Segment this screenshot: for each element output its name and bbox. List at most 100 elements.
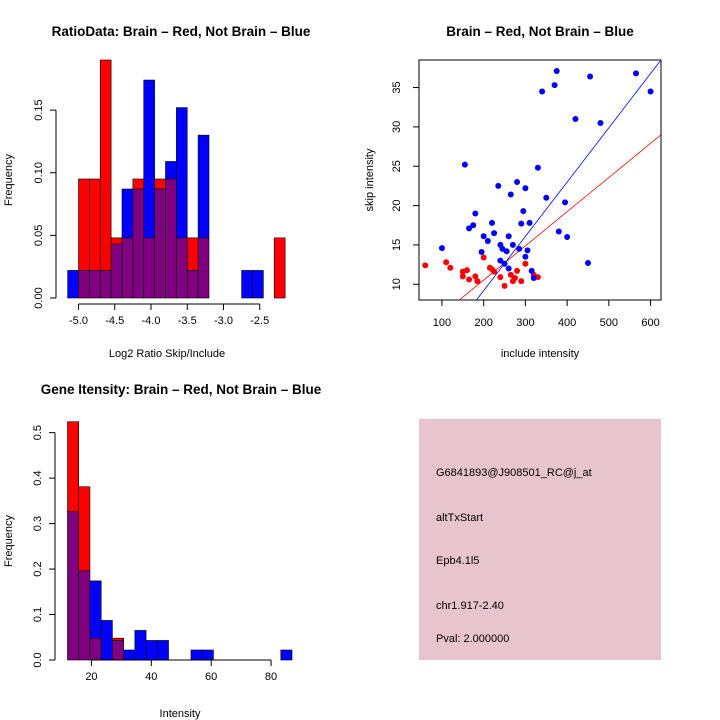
scatter-x-tick-label: 100 <box>433 317 451 329</box>
scatter-point-blue <box>497 257 504 264</box>
ratio-bar-brain <box>273 237 286 299</box>
scatter-point-blue <box>539 88 546 95</box>
scatter-point-blue <box>438 245 445 252</box>
scatter-point-blue <box>501 260 508 267</box>
gene-y-tick-label: 0.2 <box>32 561 44 576</box>
ratio-bar-overlap <box>165 178 177 299</box>
scatter-fit-line-blue <box>475 60 661 300</box>
gene-ylabel: Frequency <box>3 515 15 567</box>
scatter-y-tick-label: 25 <box>391 160 403 172</box>
gene-x-tick-label: 80 <box>265 671 277 683</box>
scatter-point-red <box>489 266 496 273</box>
scatter-point-blue <box>484 237 491 244</box>
scatter-point-blue <box>518 220 525 227</box>
scatter-point-blue <box>505 233 512 240</box>
scatter-point-blue <box>520 208 527 215</box>
ratio-bar-overlap <box>154 188 166 299</box>
scatter-point-blue <box>516 245 523 252</box>
gene-intensity-histogram: Gene Itensity: Brain – Red, Not Brain – … <box>3 382 322 720</box>
scatter-point-red <box>463 267 470 274</box>
gene-x-tick-label: 40 <box>145 671 157 683</box>
scatter-ylabel: skip intensity <box>364 148 376 211</box>
ratio-bar-overlap <box>143 237 155 299</box>
scatter-point-blue <box>553 68 560 75</box>
gene-x-tick-label: 20 <box>85 671 97 683</box>
scatter-point-blue <box>572 116 579 123</box>
ratio-bar-brain <box>110 237 123 245</box>
scatter-point-red <box>480 254 487 261</box>
ratio-bar-not-brain <box>176 107 188 239</box>
gene-x-tick-label: 60 <box>205 671 217 683</box>
scatter-point-red <box>507 271 514 278</box>
ratio-bar-brain <box>154 178 166 190</box>
gene-bar-overlap <box>78 570 91 661</box>
scatter-x-tick-label: 200 <box>474 317 492 329</box>
ratio-x-tick-label: -3.5 <box>178 315 197 327</box>
scatter-frame <box>418 59 662 301</box>
scatter-x-axis: 100 200 300 400 500 600 <box>433 300 660 329</box>
ratio-bar-brain <box>78 178 90 271</box>
scatter-x-tick-label: 400 <box>558 317 576 329</box>
event-type: altTxStart <box>436 512 483 524</box>
ratio-x-axis: -5.0 -4.5 -4.0 -3.5 -3.0 -2.5 <box>69 303 269 327</box>
ratio-bars <box>67 59 286 299</box>
p-value: Pval: 2.000000 <box>436 633 509 645</box>
gene-bar-not-brain <box>201 649 214 661</box>
scatter-points <box>422 68 654 289</box>
scatter-point-red <box>522 260 529 267</box>
ratio-x-tick-label: -3.0 <box>214 315 233 327</box>
ratio-y-axis: 0.00 0.05 0.10 0.15 <box>33 99 57 309</box>
scatter-point-blue <box>522 185 529 192</box>
scatter-point-blue <box>491 230 498 237</box>
scatter-point-blue <box>495 182 502 189</box>
gene-bar-overlap <box>89 637 102 661</box>
gene-y-tick-label: 0.5 <box>32 425 44 440</box>
ratio-bar-brain <box>89 178 101 271</box>
gene-bar-not-brain <box>145 640 158 661</box>
ratio-bar-not-brain <box>143 79 155 239</box>
gene-name: Epb4.1l5 <box>436 555 479 567</box>
ratio-bar-not-brain <box>252 270 264 299</box>
scatter-y-axis: 10 15 20 25 30 35 <box>391 81 419 290</box>
scatter-title: Brain – Red, Not Brain – Blue <box>446 24 634 39</box>
scatter-point-red <box>474 278 481 285</box>
scatter-point-red <box>472 273 479 280</box>
gene-bar-overlap <box>112 640 124 661</box>
gene-bar-not-brain <box>190 649 203 661</box>
ratio-bar-overlap <box>110 243 123 299</box>
gene-bars <box>67 421 293 661</box>
ratio-y-tick-label: 0.00 <box>33 287 45 308</box>
gene-bar-not-brain <box>123 649 136 661</box>
gene-bar-not-brain <box>280 649 293 661</box>
ratio-x-tick-label: -4.0 <box>142 315 161 327</box>
gene-bar-not-brain <box>134 630 147 661</box>
ratio-bar-not-brain <box>67 270 79 299</box>
gene-y-tick-label: 0.0 <box>32 652 44 667</box>
ratio-histogram: RatioData: Brain – Red, Not Brain – Blue… <box>3 24 311 360</box>
ratio-x-tick-label: -2.5 <box>250 315 269 327</box>
info-panel: G6841893@J908501_RC@j_at altTxStart Epb4… <box>419 419 661 660</box>
probe-id: G6841893@J908501_RC@j_at <box>436 467 592 479</box>
info-panel-background <box>419 419 661 660</box>
ratio-y-tick-label: 0.05 <box>33 225 45 246</box>
scatter-point-blue <box>584 260 591 267</box>
scatter-y-tick-label: 15 <box>391 239 403 251</box>
gene-bar-not-brain <box>100 620 113 661</box>
gene-bar-brain <box>78 486 91 572</box>
ratio-bar-not-brain <box>241 270 253 299</box>
gene-bar-overlap <box>67 511 80 661</box>
scatter-x-tick-label: 600 <box>641 317 659 329</box>
scatter-point-red <box>518 278 525 285</box>
ratio-bar-brain <box>132 178 145 190</box>
ratio-bar-not-brain <box>165 161 177 180</box>
ratio-bar-overlap <box>186 270 199 299</box>
ratio-title: RatioData: Brain – Red, Not Brain – Blue <box>52 24 311 39</box>
scatter-fit-lines <box>458 60 661 300</box>
scatter-y-tick-label: 35 <box>391 81 403 93</box>
scatter-point-red <box>501 282 508 289</box>
scatter-point-blue <box>597 119 604 126</box>
scatter-point-blue <box>564 234 571 241</box>
scatter-point-red <box>514 267 521 274</box>
scatter-point-blue <box>522 253 529 260</box>
